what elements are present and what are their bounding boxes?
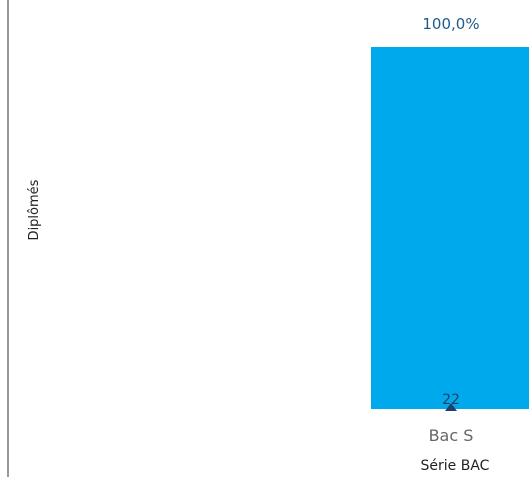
count-label-0: 22 — [442, 392, 460, 408]
y-axis-title: Diplômés — [27, 179, 42, 240]
marker-0 — [445, 403, 457, 411]
bars-group: 100,0% 22 Bac S — [371, 15, 529, 445]
category-label-0: Bac S — [429, 426, 474, 445]
x-axis-title: Série BAC — [421, 458, 490, 474]
bar-0[interactable] — [371, 47, 529, 409]
percent-label-0: 100,0% — [422, 15, 479, 33]
